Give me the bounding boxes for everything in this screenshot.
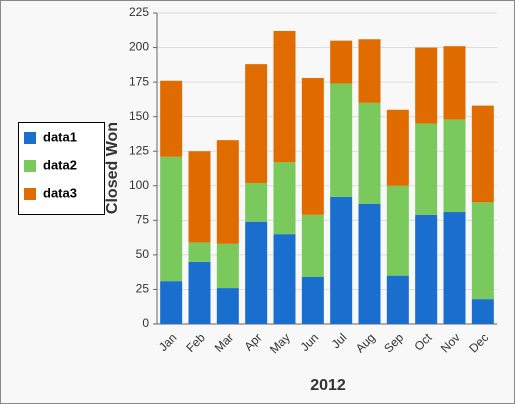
- bar-segment: [386, 275, 409, 324]
- bar-segment: [245, 183, 268, 222]
- bar-segment: [330, 40, 353, 84]
- bar-segment: [330, 83, 353, 197]
- bar-segment: [471, 202, 494, 300]
- legend-label: data2: [43, 157, 77, 172]
- x-axis-title: 2012: [310, 377, 346, 394]
- y-tick-label: 150: [129, 109, 149, 123]
- bar-segment: [216, 140, 239, 244]
- bar-segment: [188, 151, 211, 243]
- bar-segment: [330, 196, 353, 324]
- bar-segment: [273, 162, 296, 235]
- y-tick-label: 225: [129, 5, 149, 19]
- bar-segment: [216, 288, 239, 324]
- y-tick-label: 75: [136, 213, 150, 227]
- legend-swatch: [24, 160, 36, 172]
- y-tick-label: 100: [129, 178, 149, 192]
- bar-segment: [301, 214, 324, 278]
- y-tick-label: 50: [136, 247, 150, 261]
- y-tick-label: 200: [129, 40, 149, 54]
- bar-segment: [358, 102, 381, 204]
- bar-segment: [471, 105, 494, 203]
- bar-segment: [415, 123, 438, 215]
- bar-segment: [216, 243, 239, 289]
- y-axis-title: Closed Won: [104, 122, 121, 214]
- bar-segment: [160, 281, 183, 324]
- bar-segment: [386, 109, 409, 186]
- legend-swatch: [24, 188, 36, 200]
- legend-label: data3: [43, 185, 77, 200]
- bar-segment: [443, 46, 466, 120]
- y-tick-label: 125: [129, 143, 149, 157]
- bar-segment: [443, 119, 466, 213]
- bar-segment: [273, 234, 296, 324]
- legend-label: data1: [43, 129, 77, 144]
- bar-segment: [160, 156, 183, 282]
- bar-segment: [471, 299, 494, 324]
- bar-segment: [358, 39, 381, 103]
- y-tick-label: 25: [136, 282, 150, 296]
- bar-segment: [415, 214, 438, 324]
- bar-segment: [188, 242, 211, 262]
- bar-segment: [443, 212, 466, 324]
- bar-segment: [301, 277, 324, 324]
- bar-segment: [358, 203, 381, 324]
- bar-segment: [160, 80, 183, 157]
- bar-segment: [245, 221, 268, 324]
- bar-segment: [188, 261, 211, 324]
- y-tick-label: 175: [129, 74, 149, 88]
- bar-segment: [273, 30, 296, 163]
- bar-segment: [415, 47, 438, 124]
- bar-segment: [245, 64, 268, 184]
- legend-swatch: [24, 132, 36, 144]
- bar-segment: [386, 185, 409, 276]
- y-tick-label: 0: [142, 316, 149, 330]
- bar-segment: [301, 77, 324, 215]
